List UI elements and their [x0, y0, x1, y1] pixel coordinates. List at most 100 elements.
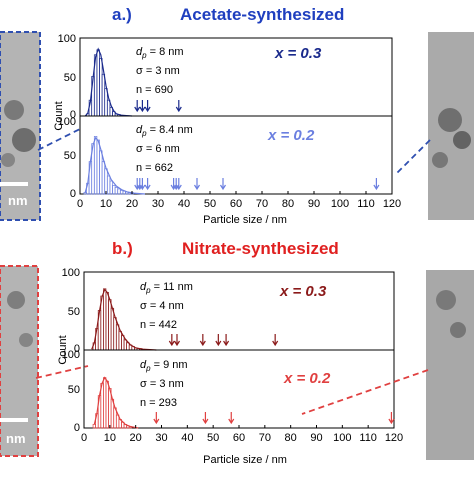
- x-tick-label: 70: [259, 432, 271, 444]
- y-tick-0: 0: [70, 188, 76, 200]
- y-tick-50: 50: [64, 72, 76, 84]
- outlier-arrow: [202, 412, 209, 425]
- tem-scale-label-b: nm: [6, 431, 26, 446]
- outlier-arrow: [144, 100, 151, 113]
- plot-frame: [79, 115, 393, 195]
- outlier-arrow: [139, 100, 146, 113]
- outlier-arrow: [139, 178, 146, 191]
- arrow-a-left: [37, 128, 81, 151]
- outlier-markers: [153, 412, 395, 425]
- outlier-markers: [168, 334, 279, 347]
- panel-a-title: Acetate-synthesized: [180, 5, 344, 24]
- y-tick-50: 50: [68, 306, 80, 318]
- panel-b-title: Nitrate-synthesized: [182, 239, 339, 258]
- x-tick-label: 80: [282, 198, 294, 210]
- y-tick-0: 0: [70, 109, 76, 121]
- x-tick-label: 90: [308, 198, 320, 210]
- y-tick-100: 100: [58, 33, 76, 45]
- histogram-bar: [115, 324, 120, 351]
- y-tick-0: 0: [74, 343, 80, 355]
- stat-sigma: σ = 3 nm: [140, 378, 184, 390]
- x-tick-label: 100: [333, 432, 351, 444]
- outlier-arrow: [173, 334, 181, 347]
- outlier-arrow: [170, 178, 177, 191]
- x-tick-label: 0: [77, 198, 83, 210]
- outlier-arrow: [175, 178, 182, 191]
- histogram-bar: [92, 424, 96, 429]
- outlier-arrow: [228, 412, 235, 425]
- arrow-b-left: [35, 365, 89, 379]
- histogram-bar: [103, 288, 107, 351]
- x-tick-label: 110: [357, 198, 375, 210]
- lognormal-fit-line: [91, 288, 157, 351]
- panel-b-letter: b.): [112, 239, 133, 258]
- x-tick-label: 10: [104, 432, 116, 444]
- composition-label: x = 0.3: [279, 283, 327, 300]
- stat-n: n = 662: [136, 162, 173, 174]
- stat-sigma: σ = 3 nm: [136, 65, 180, 77]
- stat-dp: dp = 9 nm: [140, 359, 188, 373]
- tem-image-a-right: [428, 32, 474, 220]
- histogram-bar: [123, 339, 127, 351]
- outlier-arrow: [219, 178, 227, 191]
- histogram-bars: [86, 49, 121, 117]
- histogram-bar: [119, 190, 124, 195]
- plot-frame: [83, 271, 395, 351]
- composition-label: x = 0.2: [267, 127, 315, 144]
- tem-image-a-left: nm: [0, 31, 41, 221]
- x-tick-label: 60: [230, 198, 242, 210]
- x-tick-label: 110: [359, 432, 377, 444]
- y-axis-label-a: Count: [53, 101, 65, 130]
- x-ticks-b: 0 10 20 30 40 50 60 70 80 90 100 110 120: [81, 425, 403, 444]
- x-axis-label-a: Particle size / nm: [203, 214, 287, 226]
- outlier-arrow: [175, 100, 182, 113]
- outlier-arrow: [373, 178, 380, 191]
- y-tick-50: 50: [68, 384, 80, 396]
- histogram-bar: [101, 73, 106, 117]
- x-tick-label: 80: [285, 432, 297, 444]
- histogram-bar: [83, 192, 87, 195]
- subplot-a-bottom: 100 50 0 dp = 8.4 nm σ = 6 nm n = 662 x …: [58, 115, 393, 200]
- x-tick-label: 60: [233, 432, 245, 444]
- histogram-bar: [99, 150, 103, 195]
- x-tick-label: 0: [81, 432, 87, 444]
- x-tick-label: 20: [126, 198, 138, 210]
- composition-label: x = 0.2: [283, 370, 331, 387]
- stat-n: n = 690: [136, 84, 173, 96]
- histogram-bar: [99, 58, 103, 117]
- lognormal-fit-line: [84, 136, 146, 195]
- stat-sigma: σ = 6 nm: [136, 143, 180, 155]
- histogram-bar: [105, 292, 109, 351]
- x-tick-label: 120: [385, 432, 403, 444]
- subplot-b-top: 100 50 0 dp = 11 nm σ = 4 nm n = 442 x =…: [62, 267, 395, 355]
- outlier-arrow: [215, 334, 222, 347]
- tem-image-b-right: [426, 270, 474, 460]
- x-tick-label: 10: [100, 198, 112, 210]
- x-tick-label: 30: [152, 198, 164, 210]
- histogram-bar: [106, 175, 111, 195]
- y-tick-50: 50: [64, 150, 76, 162]
- outlier-arrow: [272, 334, 279, 347]
- plot-frame: [83, 349, 395, 429]
- outlier-arrow: [168, 334, 175, 347]
- pointer-arrows: [35, 128, 431, 415]
- histogram-bar: [105, 380, 109, 429]
- outlier-arrow: [153, 412, 160, 425]
- outlier-arrow: [134, 100, 141, 113]
- histogram-bar: [96, 49, 100, 117]
- histogram-bars: [92, 288, 143, 351]
- outlier-arrow: [199, 334, 206, 347]
- plot-frame: [79, 37, 393, 117]
- outlier-markers: [134, 100, 182, 113]
- arrow-a-right: [394, 139, 431, 176]
- histogram-bar: [96, 139, 100, 195]
- outlier-arrow: [136, 178, 143, 191]
- x-tick-label: 70: [256, 198, 268, 210]
- x-tick-label: 30: [155, 432, 167, 444]
- tem-image-b-left: nm: [0, 265, 39, 457]
- histogram-bar: [93, 136, 98, 195]
- outlier-markers: [134, 178, 380, 191]
- stat-dp: dp = 8.4 nm: [136, 124, 193, 138]
- histogram-bar: [112, 185, 116, 195]
